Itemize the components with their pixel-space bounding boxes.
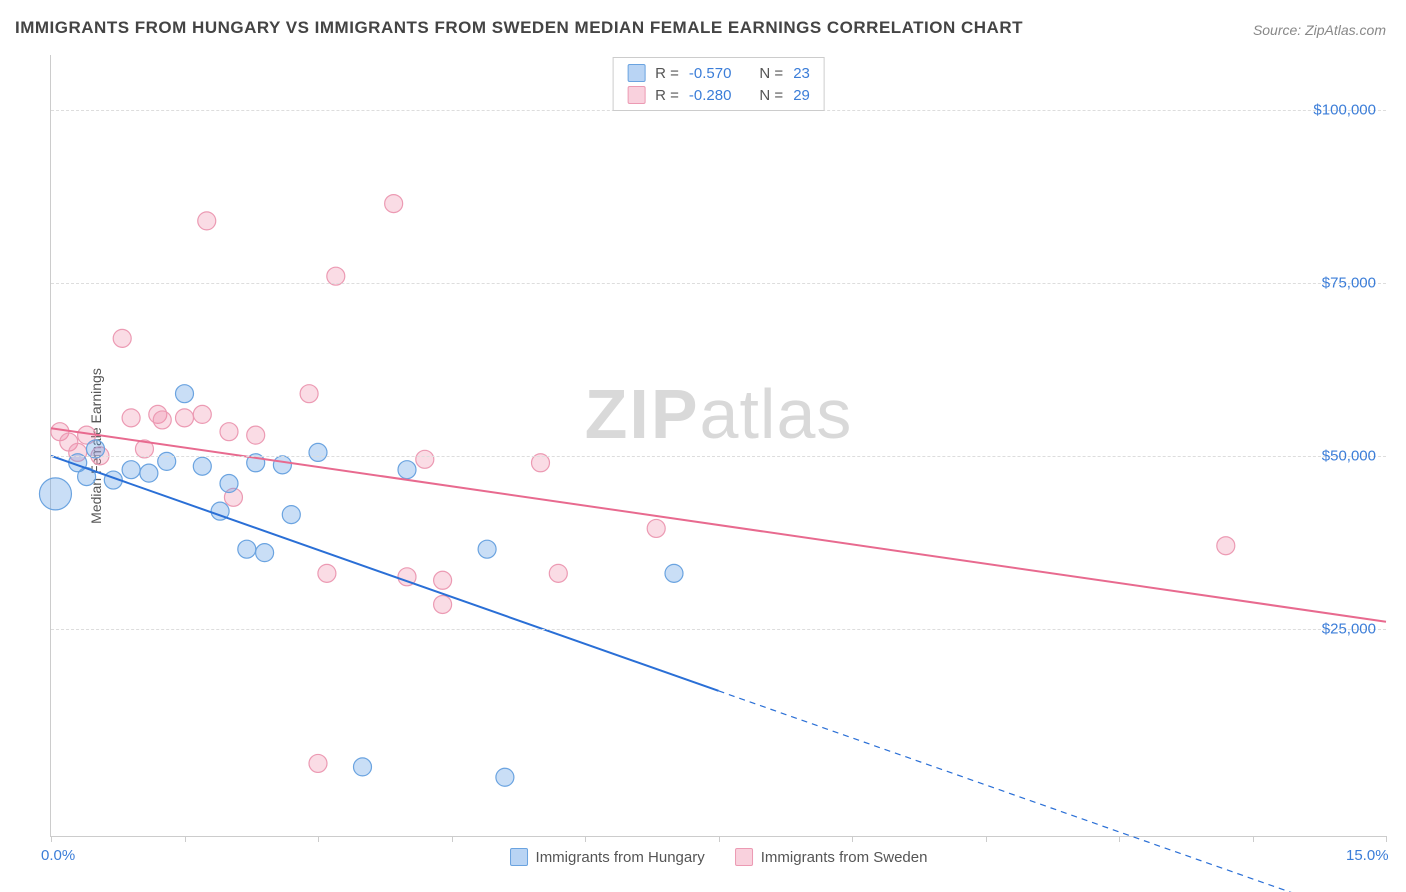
data-point [282,506,300,524]
x-tick [719,836,720,842]
x-tick [1119,836,1120,842]
data-point [398,461,416,479]
data-point [665,564,683,582]
data-point [113,329,131,347]
data-point [140,464,158,482]
x-tick [1386,836,1387,842]
source-attribution: Source: ZipAtlas.com [1253,22,1386,38]
legend-item: Immigrants from Hungary [510,848,705,866]
data-point [434,595,452,613]
y-tick-label: $50,000 [1322,447,1376,464]
y-tick-label: $25,000 [1322,620,1376,637]
data-point [256,544,274,562]
chart-title: IMMIGRANTS FROM HUNGARY VS IMMIGRANTS FR… [15,18,1023,38]
data-point [1217,537,1235,555]
y-tick-label: $75,000 [1322,275,1376,292]
legend-label: Immigrants from Hungary [536,849,705,866]
data-point [122,461,140,479]
x-tick [852,836,853,842]
stat-value-r: -0.570 [689,65,732,82]
data-point [549,564,567,582]
x-tick [318,836,319,842]
data-point [434,571,452,589]
data-point [153,411,171,429]
stat-label-n: N = [759,87,783,104]
data-point [273,456,291,474]
data-point [220,475,238,493]
stat-label-n: N = [759,65,783,82]
y-tick-label: $100,000 [1313,102,1376,119]
x-tick [585,836,586,842]
trend-line [51,428,1386,622]
stat-value-n: 29 [793,87,810,104]
x-tick [51,836,52,842]
data-point [385,195,403,213]
x-tick [185,836,186,842]
swatch-icon [627,64,645,82]
scatter-svg [51,55,1386,836]
data-point [309,443,327,461]
gridline [51,283,1386,284]
correlation-legend: R = -0.570 N = 23 R = -0.280 N = 29 [612,57,825,111]
data-point [198,212,216,230]
data-point [193,405,211,423]
data-point [176,409,194,427]
series-legend: Immigrants from Hungary Immigrants from … [510,848,928,866]
swatch-icon [510,848,528,866]
stat-value-n: 23 [793,65,810,82]
x-tick [986,836,987,842]
data-point [193,457,211,475]
swatch-icon [627,86,645,104]
data-point [39,478,71,510]
trend-line [51,456,719,691]
data-point [496,768,514,786]
legend-row: R = -0.280 N = 29 [627,84,810,106]
data-point [416,450,434,468]
stat-label-r: R = [655,87,679,104]
data-point [176,385,194,403]
legend-item: Immigrants from Sweden [735,848,928,866]
data-point [309,754,327,772]
swatch-icon [735,848,753,866]
data-point [354,758,372,776]
plot-area: ZIPatlas R = -0.570 N = 23 R = -0.280 N … [50,55,1386,837]
data-point [220,423,238,441]
data-point [238,540,256,558]
chart-container: IMMIGRANTS FROM HUNGARY VS IMMIGRANTS FR… [0,0,1406,892]
x-tick-label: 0.0% [41,847,75,864]
data-point [300,385,318,403]
gridline [51,629,1386,630]
data-point [647,519,665,537]
data-point [247,426,265,444]
stat-label-r: R = [655,65,679,82]
data-point [318,564,336,582]
gridline [51,456,1386,457]
x-tick-label: 15.0% [1346,847,1389,864]
data-point [478,540,496,558]
data-point [122,409,140,427]
legend-label: Immigrants from Sweden [761,849,928,866]
legend-row: R = -0.570 N = 23 [627,62,810,84]
stat-value-r: -0.280 [689,87,732,104]
x-tick [452,836,453,842]
x-tick [1253,836,1254,842]
